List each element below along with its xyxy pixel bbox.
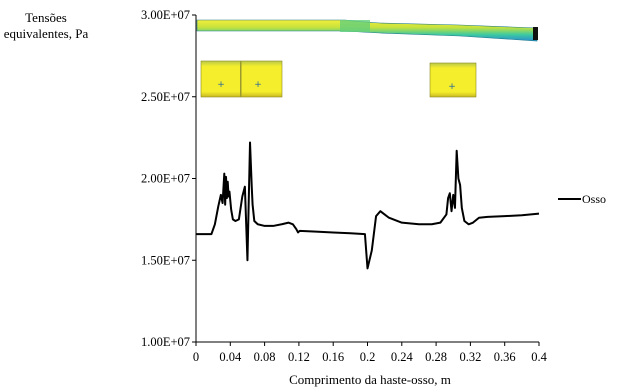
y-tick-label: 3.00E+07 — [141, 8, 190, 22]
legend: Osso — [558, 192, 606, 206]
y-tick-label: 2.00E+07 — [141, 172, 190, 186]
x-tick-label: 0.12 — [288, 350, 310, 364]
x-axis-ticks: 0 0.04 0.08 0.12 0.16 0.2 0.24 0.28 0.32 0.36 0.4 — [193, 342, 548, 364]
x-tick-label: 0.04 — [219, 350, 242, 364]
x-axis-title: Comprimento da haste-osso, m — [289, 372, 451, 387]
x-tick-label: 0.16 — [322, 350, 344, 364]
rod-center-band — [340, 20, 370, 32]
x-tick-label: 0.32 — [459, 350, 481, 364]
x-tick-label: 0.08 — [254, 350, 276, 364]
rod-end-cap — [533, 27, 538, 40]
bone-block-right: + — [429, 62, 477, 98]
x-tick-label: 0.28 — [425, 350, 447, 364]
x-tick-label: 0.4 — [531, 350, 547, 364]
y-axis-title-line-1: Tensões — [25, 10, 67, 25]
y-axis-title-line-2: equivalentes, Pa — [4, 26, 89, 41]
svg-text:+: + — [217, 80, 225, 90]
y-tick-label: 1.00E+07 — [141, 335, 190, 349]
model-render-image: + + + — [196, 19, 538, 98]
x-tick-label: 0.2 — [360, 350, 376, 364]
series-group — [196, 141, 540, 270]
x-tick-label: 0.24 — [391, 350, 414, 364]
y-tick-label: 1.50E+07 — [141, 253, 190, 267]
legend-label-osso: Osso — [582, 192, 606, 206]
y-tick-label: 2.50E+07 — [141, 90, 190, 104]
x-tick-label: 0.36 — [494, 350, 516, 364]
svg-text:+: + — [448, 82, 456, 92]
series-line-osso — [196, 141, 540, 270]
x-tick-label: 0 — [193, 350, 199, 364]
y-axis-ticks: 1.00E+07 1.50E+07 2.00E+07 2.50E+07 3.00E+07 — [141, 8, 196, 349]
bone-block-left: + + — [200, 60, 283, 98]
svg-text:+: + — [254, 80, 262, 90]
